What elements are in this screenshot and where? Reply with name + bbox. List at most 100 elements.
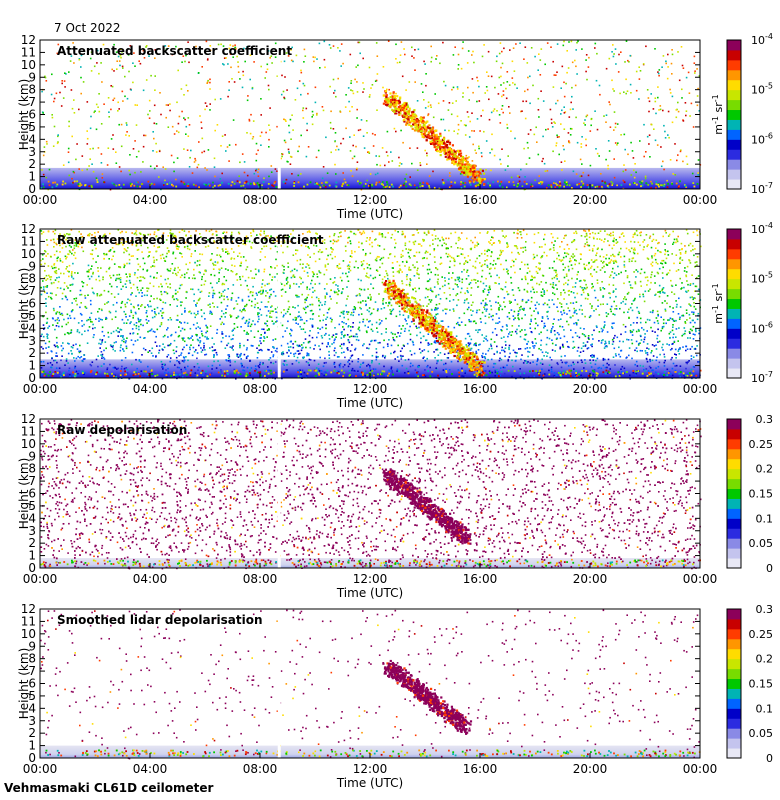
x-tick-label: 00:00 <box>23 193 58 207</box>
colorbar-swatch <box>727 229 741 240</box>
x-tick-label: 12:00 <box>353 193 388 207</box>
plot-area <box>40 229 700 378</box>
colorbar-swatch <box>727 298 741 309</box>
colorbar-swatch <box>727 79 741 91</box>
y-tick-label: 10 <box>21 247 36 261</box>
colorbar-frame <box>726 39 742 190</box>
x-tick-label: 08:00 <box>243 762 278 776</box>
colorbar: 0 0.05 0.1 0.15 0.2 0.25 0.3 <box>726 603 774 765</box>
colorbar-swatch <box>727 358 741 369</box>
colorbar-swatch <box>727 149 741 160</box>
surface-layer <box>40 745 700 758</box>
x-tick-label: 16:00 <box>463 193 498 207</box>
colorbar-label: 0.05 <box>749 727 774 740</box>
y-tick-label: 8 <box>28 272 36 286</box>
colorbar-swatch <box>727 40 741 51</box>
colorbar-swatch <box>727 258 741 270</box>
colorbar-swatch <box>727 678 741 689</box>
data-gap <box>277 40 281 189</box>
colorbar-swatch <box>727 169 741 180</box>
x-tick-label: 04:00 <box>133 382 168 396</box>
colorbar-swatch <box>727 548 741 559</box>
colorbar-swatch <box>727 538 741 549</box>
colorbar-swatch <box>727 738 741 749</box>
x-tick-label: 00:00 <box>683 762 718 776</box>
colorbar-swatch <box>727 609 741 620</box>
y-tick-label: 10 <box>21 58 36 72</box>
data-gap <box>277 419 281 568</box>
colorbar-label: 10-5 <box>751 271 773 286</box>
colorbar-swatch <box>727 478 741 490</box>
colorbar-swatch <box>727 89 741 101</box>
y-tick-label: 5 <box>28 499 36 513</box>
colorbar-label: 0 <box>766 562 773 575</box>
x-axis-label: Time (UTC) <box>336 207 403 221</box>
x-tick-label: 12:00 <box>353 762 388 776</box>
colorbar-swatch <box>727 428 741 440</box>
x-tick-label: 08:00 <box>243 193 278 207</box>
colorbar-swatch <box>727 458 741 470</box>
y-axis-label: Height (km) <box>17 79 31 150</box>
x-axis-label: Time (UTC) <box>336 396 403 410</box>
site-label: Vehmasmaki CL61D ceilometer <box>4 781 214 795</box>
colorbar-swatch <box>727 438 741 450</box>
y-tick-label: 12 <box>21 602 36 616</box>
x-tick-label: 12:00 <box>353 572 388 586</box>
colorbar-label: 0.15 <box>749 488 774 501</box>
colorbar-swatch <box>727 109 741 120</box>
x-axis-label: Time (UTC) <box>336 586 403 600</box>
y-tick-label: 8 <box>28 462 36 476</box>
y-tick-label: 3 <box>28 334 36 348</box>
colorbar-swatch <box>727 628 741 640</box>
colorbar-swatch <box>727 518 741 529</box>
colorbar-swatch <box>727 488 741 499</box>
colorbar-swatch <box>727 159 741 170</box>
y-tick-label: 6 <box>28 108 36 122</box>
x-tick-label: 04:00 <box>133 193 168 207</box>
y-tick-label: 1 <box>28 549 36 563</box>
panel-title: Smoothed lidar depolarisation <box>57 613 263 627</box>
y-tick-label: 4 <box>28 132 36 146</box>
y-tick-label: 0 <box>28 751 36 765</box>
y-tick-label: 6 <box>28 487 36 501</box>
colorbar-swatch <box>727 308 741 319</box>
colorbar-swatch <box>727 468 741 480</box>
colorbar-swatch <box>727 288 741 300</box>
y-tick-label: 4 <box>28 701 36 715</box>
x-tick-label: 00:00 <box>23 572 58 586</box>
colorbar-label: 10-6 <box>751 131 773 146</box>
heatmap-cells <box>40 609 701 760</box>
colorbar-label: 0.3 <box>756 413 774 426</box>
y-tick-label: 2 <box>28 157 36 171</box>
y-tick-label: 5 <box>28 309 36 323</box>
colorbar-swatch <box>727 708 741 719</box>
colorbar-swatch <box>727 638 741 650</box>
colorbar-swatch <box>727 508 741 519</box>
panel-1: Attenuated backscatter coefficient012345… <box>17 32 773 221</box>
y-tick-label: 11 <box>21 45 36 59</box>
panel-title: Raw attenuated backscatter coefficient <box>57 233 324 247</box>
colorbar-swatch <box>727 698 741 709</box>
y-tick-label: 7 <box>28 95 36 109</box>
panel-2: Raw attenuated backscatter coefficient 0 1… <box>17 221 773 410</box>
colorbar-label: 0.3 <box>756 603 774 616</box>
y-tick-label: 12 <box>21 33 36 47</box>
colorbar: 0 0.05 0.1 0.15 0.2 0.25 0.3 <box>726 413 774 575</box>
x-tick-label: 20:00 <box>573 382 608 396</box>
colorbar-swatch <box>727 248 741 260</box>
x-tick-label: 20:00 <box>573 762 608 776</box>
colorbar-swatch <box>727 419 741 430</box>
y-tick-label: 0 <box>28 371 36 385</box>
colorbar-swatch <box>727 448 741 460</box>
y-axis-label: Height (km) <box>17 268 31 339</box>
x-tick-label: 20:00 <box>573 572 608 586</box>
colorbar-unit: m-1 sr-1 <box>711 283 725 323</box>
y-tick-label: 11 <box>21 424 36 438</box>
x-tick-label: 08:00 <box>243 572 278 586</box>
colorbar-frame <box>726 418 742 569</box>
colorbar-swatch <box>727 328 741 339</box>
colorbar-swatch <box>727 528 741 539</box>
data-gap <box>277 229 281 378</box>
